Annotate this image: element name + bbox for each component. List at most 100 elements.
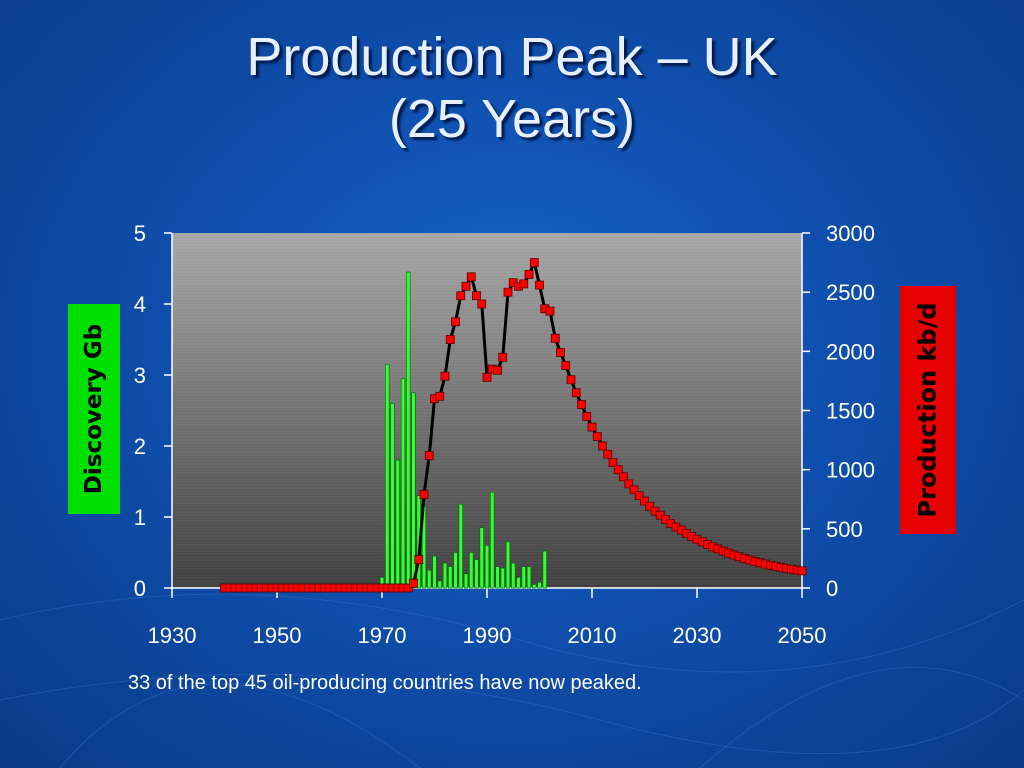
discovery-bar <box>526 566 532 589</box>
y2-tick-label: 2000 <box>826 339 875 364</box>
y2-tick-label: 3000 <box>826 221 875 246</box>
x-tick-label: 2010 <box>568 623 617 648</box>
discovery-bar <box>490 491 495 589</box>
production-marker <box>582 412 592 421</box>
x-tick-label: 1950 <box>253 623 302 648</box>
production-marker <box>419 490 429 499</box>
discovery-bar <box>385 364 390 589</box>
production-marker <box>493 365 502 375</box>
discovery-bar <box>542 550 547 589</box>
production-marker <box>571 388 581 398</box>
y-tick-label: 4 <box>134 292 146 317</box>
title-line-2: (25 Years) <box>388 89 636 149</box>
y-tick-label: 2 <box>134 434 146 459</box>
production-marker <box>619 472 628 482</box>
production-marker <box>535 280 544 290</box>
production-marker <box>545 306 555 316</box>
production-marker <box>566 375 576 385</box>
production-marker <box>556 348 565 357</box>
x-tick-label: 1930 <box>148 623 197 648</box>
production-marker <box>608 458 618 467</box>
production-marker <box>587 422 597 432</box>
y-axis-label: Discovery Gb <box>81 323 108 495</box>
discovery-bar <box>484 545 490 589</box>
discovery-bar <box>411 392 416 589</box>
discovery-bar <box>479 527 484 589</box>
y-axis-label-box: Discovery Gb <box>68 304 120 514</box>
discovery-bar <box>400 378 406 589</box>
production-marker <box>645 501 655 511</box>
discovery-bar <box>537 582 542 589</box>
production-marker <box>424 451 434 460</box>
production-marker <box>440 371 450 381</box>
production-marker <box>598 441 607 451</box>
discovery-bar <box>511 562 516 589</box>
production-marker <box>634 491 644 501</box>
tick-labels: 0 1 2 3 4 5 0 500 1000 1500 2000 2500 3000 1930 1950 19… <box>134 221 875 648</box>
discovery-bar <box>406 271 411 589</box>
y2-tick-label: 2500 <box>826 280 875 305</box>
production-markers <box>220 258 807 593</box>
production-marker <box>577 400 586 409</box>
production-marker <box>451 317 460 327</box>
production-marker <box>403 583 413 593</box>
discovery-bar <box>427 569 432 589</box>
production-marker <box>629 485 639 495</box>
production-marker <box>461 281 471 291</box>
production-marker <box>498 352 508 362</box>
discovery-bar <box>395 459 400 589</box>
production-marker <box>409 578 418 588</box>
discovery-bar <box>532 584 537 589</box>
production-marker <box>482 372 492 382</box>
production-marker <box>472 291 481 301</box>
discovery-bar <box>448 566 453 589</box>
y2-axis-label: Production kb/d <box>914 302 942 518</box>
production-marker <box>797 566 807 576</box>
discovery-bar <box>442 562 448 589</box>
production-marker <box>561 361 571 370</box>
y-tick-label: 5 <box>134 221 146 246</box>
discovery-bar <box>495 566 500 589</box>
production-marker <box>477 299 487 309</box>
production-marker <box>445 335 455 344</box>
production-marker <box>640 496 649 506</box>
production-marker <box>414 555 424 564</box>
title-line-1: Production Peak – UK <box>246 27 778 87</box>
discovery-bar <box>458 503 463 589</box>
y2-tick-label: 1000 <box>826 458 875 483</box>
x-tick-label: 2050 <box>778 623 827 648</box>
discovery-bar <box>521 566 526 589</box>
discovery-bar <box>474 559 479 589</box>
production-marker <box>592 432 602 441</box>
y2-tick-label: 500 <box>826 517 863 542</box>
discovery-bar <box>390 403 395 589</box>
discovery-bar <box>505 541 511 589</box>
x-tick-label: 1990 <box>463 623 512 648</box>
production-marker <box>613 465 623 475</box>
discovery-bar <box>463 573 469 589</box>
production-marker <box>529 258 539 267</box>
discovery-bar <box>469 552 474 589</box>
production-marker <box>524 270 534 279</box>
production-marker <box>456 291 466 301</box>
y-tick-label: 0 <box>134 576 146 601</box>
y-tick-label: 1 <box>134 505 146 530</box>
y2-axis-label-box: Production kb/d <box>900 286 956 534</box>
x-tick-label: 2030 <box>673 623 722 648</box>
discovery-bar <box>437 580 442 589</box>
production-marker <box>624 479 634 489</box>
y2-tick-label: 1500 <box>826 399 875 424</box>
discovery-bar <box>453 552 458 589</box>
y-tick-label: 3 <box>134 363 146 388</box>
x-tick-label: 1970 <box>358 623 407 648</box>
discovery-bar <box>432 555 437 589</box>
caption: 33 of the top 45 oil-producing countries… <box>128 672 642 694</box>
y2-tick-label: 0 <box>826 576 838 601</box>
plot-area <box>172 233 802 588</box>
production-marker <box>519 279 529 289</box>
production-marker <box>466 272 476 282</box>
discovery-bars <box>379 271 547 589</box>
production-marker <box>603 449 613 459</box>
